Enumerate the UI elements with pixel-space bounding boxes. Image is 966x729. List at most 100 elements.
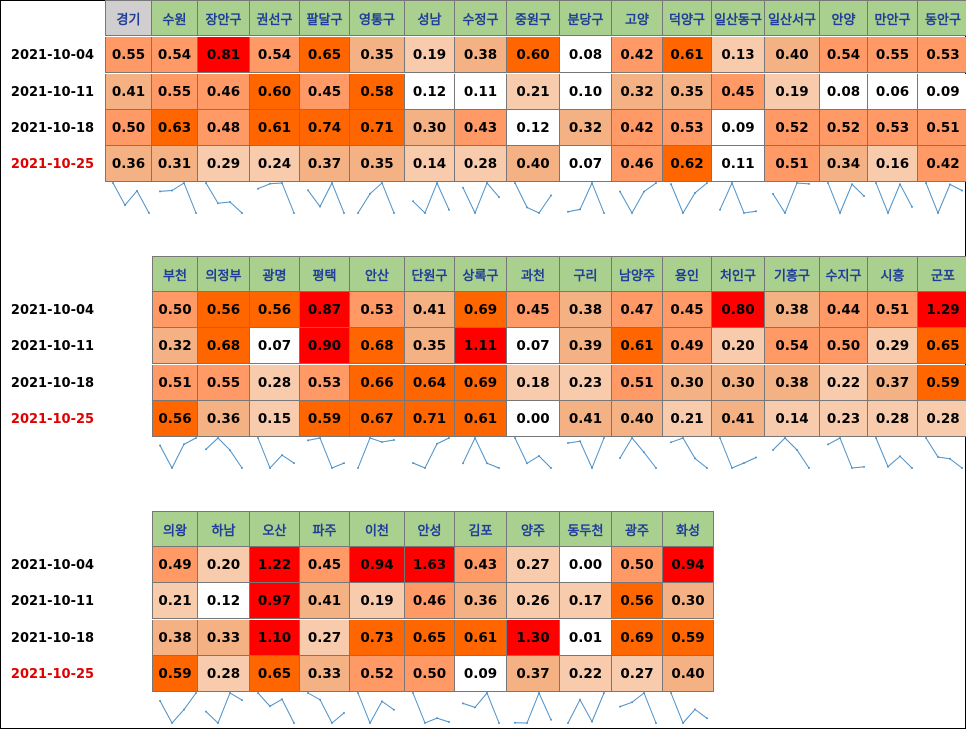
- sparkline-point: [171, 722, 173, 724]
- value-cell: 0.38: [455, 37, 507, 73]
- value-cell: 0.74: [300, 110, 350, 146]
- date-label: 2021-10-04: [10, 557, 95, 573]
- value-cell: 0.46: [405, 583, 455, 619]
- sparkline-point: [550, 467, 552, 469]
- date-label: 2021-10-25: [10, 666, 95, 682]
- sparkline: [357, 437, 395, 469]
- sparkline-point: [808, 467, 810, 469]
- value-cell: 0.52: [350, 656, 405, 692]
- sparkline-point: [538, 692, 540, 694]
- value-cell: 0.12: [198, 583, 250, 619]
- sparkline-point: [839, 212, 841, 214]
- sparkline-point: [875, 182, 877, 184]
- sparkline-line: [159, 437, 197, 470]
- region-header: 동두천: [560, 511, 612, 547]
- value-cell: 0.61: [455, 401, 507, 437]
- value-cell: 0.67: [350, 401, 405, 437]
- sparkline-point: [462, 462, 464, 465]
- sparkline-point: [293, 212, 295, 214]
- region-header: 성남: [405, 0, 455, 36]
- sparkline-line: [875, 182, 913, 215]
- sparkline-point: [357, 467, 359, 469]
- sparkline: [307, 692, 345, 724]
- value-cell: 0.17: [560, 583, 612, 619]
- region-header: 권선구: [250, 0, 300, 36]
- sparkline: [670, 182, 708, 215]
- value-cell: 0.47: [612, 292, 663, 328]
- value-cell: 0.54: [765, 328, 820, 364]
- value-cell: 0.36: [455, 583, 507, 619]
- value-cell: 0.90: [300, 328, 350, 364]
- sparkline-point: [631, 212, 633, 214]
- value-cell: 0.23: [560, 365, 612, 401]
- sparkline-line: [670, 182, 708, 215]
- value-cell: 0.45: [663, 292, 712, 328]
- sparkline-point: [159, 444, 161, 447]
- value-cell: 0.51: [868, 292, 918, 328]
- sparkline-point: [424, 467, 426, 469]
- sparkline-point: [643, 451, 645, 454]
- value-cell: 0.58: [350, 74, 405, 110]
- sparkline-point: [851, 183, 853, 186]
- region-header: 수지구: [820, 256, 868, 292]
- sparkline-point: [293, 722, 295, 724]
- value-cell: 0.51: [765, 146, 820, 182]
- sparkline-point: [670, 183, 672, 186]
- sparkline-point: [319, 698, 321, 701]
- sparkline-point: [486, 462, 488, 465]
- value-cell: 0.65: [405, 620, 455, 656]
- value-cell: 0.38: [765, 365, 820, 401]
- value-cell: 0.29: [198, 146, 250, 182]
- region-header: 고양: [612, 0, 663, 36]
- value-cell: 0.56: [250, 292, 300, 328]
- sparkline-point: [229, 449, 231, 452]
- value-cell: 0.53: [663, 110, 712, 146]
- value-cell: 0.18: [507, 365, 560, 401]
- region-header: 과천: [507, 256, 560, 292]
- value-cell: 0.97: [250, 583, 300, 619]
- sparkline: [159, 182, 197, 214]
- sparkline-point: [670, 692, 672, 694]
- sparkline: [205, 182, 243, 214]
- sparkline-line: [670, 437, 708, 469]
- value-cell: 0.32: [612, 74, 663, 110]
- sparkline-point: [670, 441, 672, 444]
- sparkline: [462, 692, 500, 724]
- value-cell: 0.22: [820, 365, 868, 401]
- region-header: 하남: [198, 511, 250, 547]
- value-cell: 0.35: [663, 74, 712, 110]
- sparkline-line: [567, 437, 605, 470]
- sparkline-point: [526, 206, 528, 209]
- sparkline-point: [579, 440, 581, 443]
- sparkline-point: [631, 701, 633, 704]
- sparkline: [567, 437, 605, 470]
- value-cell: 0.68: [350, 328, 405, 364]
- value-cell: 0.53: [350, 292, 405, 328]
- sparkline-point: [393, 439, 395, 441]
- value-cell: 0.38: [560, 292, 612, 328]
- date-label: 2021-10-11: [10, 338, 95, 354]
- sparkline-point: [424, 722, 426, 724]
- sparkline-point: [808, 182, 810, 185]
- value-cell: 0.13: [712, 37, 765, 73]
- value-cell: 0.64: [405, 365, 455, 401]
- sparkline-point: [229, 692, 231, 694]
- value-cell: 0.28: [455, 146, 507, 182]
- value-cell: 0.08: [560, 37, 612, 73]
- value-cell: 0.69: [612, 620, 663, 656]
- sparkline-line: [307, 181, 345, 214]
- sparkline-point: [217, 202, 219, 205]
- sparkline-line: [619, 437, 657, 469]
- sparkline: [875, 437, 913, 469]
- sparkline-point: [217, 722, 219, 724]
- sparkline-point: [331, 182, 333, 184]
- value-cell: 0.50: [820, 328, 868, 364]
- sparkline-point: [241, 212, 243, 214]
- sparkline: [619, 182, 657, 215]
- sparkline: [412, 437, 450, 469]
- sparkline-point: [851, 467, 853, 469]
- sparkline-line: [357, 692, 395, 725]
- value-cell: 0.50: [105, 110, 152, 146]
- value-cell: 0.40: [765, 37, 820, 73]
- sparkline-point: [937, 456, 939, 458]
